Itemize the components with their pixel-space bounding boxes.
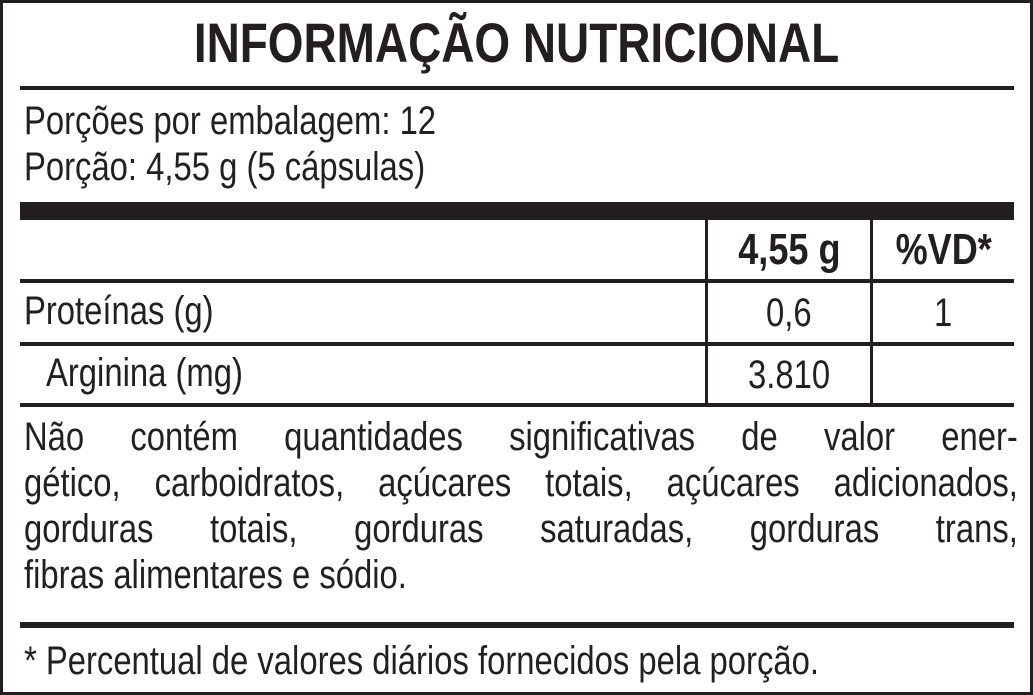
divider xyxy=(20,86,1014,90)
header-amount: 4,55 g xyxy=(737,225,841,274)
column-divider xyxy=(870,220,873,405)
nutrient-amount: 3.810 xyxy=(747,353,831,397)
nutrient-name: Arginina (mg) xyxy=(46,351,243,395)
nutrient-dv: 1 xyxy=(934,291,953,335)
label-title: INFORMAÇÃO NUTRICIONAL xyxy=(193,11,840,74)
note-line: Não contém quantidades significativas de… xyxy=(24,415,1018,459)
serving-size: Porção: 4,55 g (5 cápsulas) xyxy=(24,145,426,189)
thick-divider xyxy=(20,622,1014,628)
column-divider xyxy=(705,220,708,405)
header-dv: %VD* xyxy=(895,225,992,274)
nutrient-name: Proteínas (g) xyxy=(24,289,214,333)
footnote: * Percentual de valores diários fornecid… xyxy=(24,639,819,683)
divider xyxy=(20,342,1014,346)
note-line: fibras alimentares e sódio. xyxy=(24,553,407,597)
not-significant-note: Não contém quantidades significativas de… xyxy=(24,414,1033,598)
servings-per-package: Porções por embalagem: 12 xyxy=(24,99,437,143)
divider xyxy=(20,279,1014,283)
nutrient-amount: 0,6 xyxy=(766,291,812,335)
thick-divider xyxy=(20,202,1014,220)
nutrient-dv xyxy=(873,345,1014,405)
note-line: gorduras totais, gorduras saturadas, gor… xyxy=(24,507,1018,551)
note-line: gético, carboidratos, açúcares totais, a… xyxy=(24,461,1018,505)
divider xyxy=(20,403,1014,407)
